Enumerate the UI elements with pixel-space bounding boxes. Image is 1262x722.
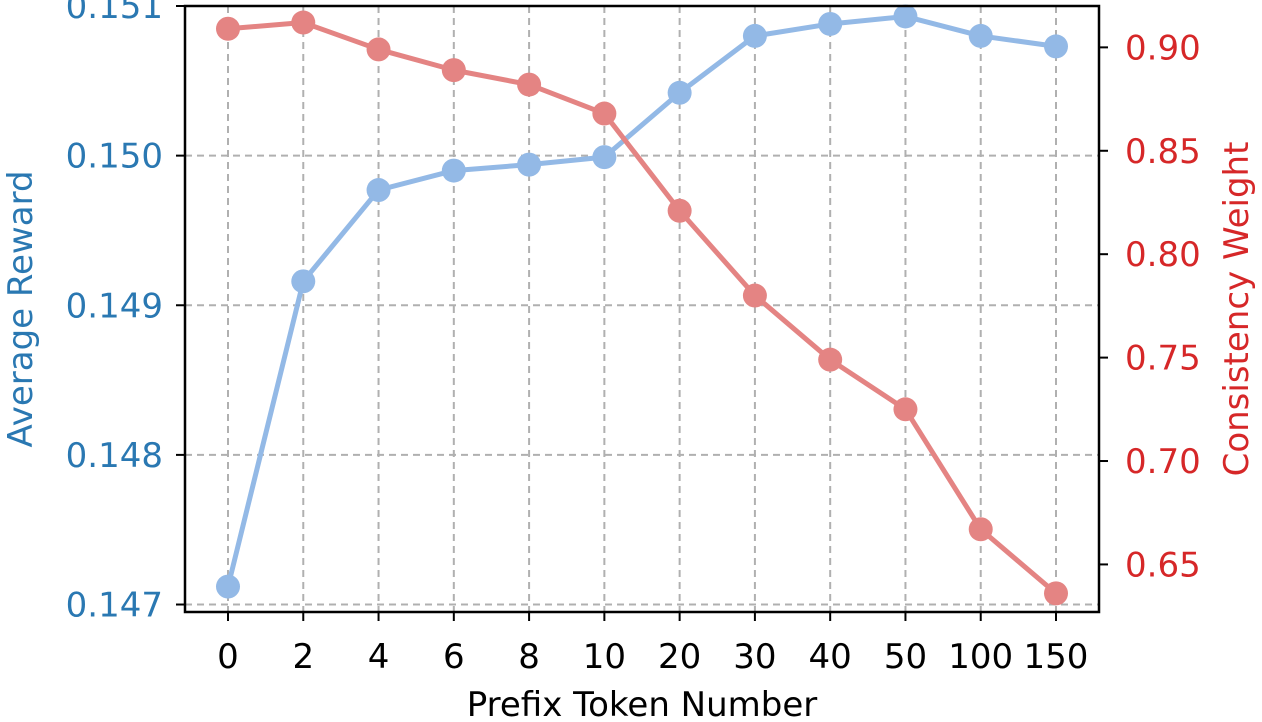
left-y-tick-label: 0.150: [66, 137, 163, 177]
x-tick-label: 10: [583, 637, 626, 677]
x-tick-label: 50: [884, 637, 927, 677]
consistency-data-point: [1044, 581, 1068, 606]
consistency-data-point: [441, 58, 466, 83]
x-tick-label: 2: [292, 637, 314, 677]
reward-data-point: [742, 23, 767, 48]
reward-data-point: [441, 158, 466, 183]
reward-data-point: [968, 23, 993, 48]
tick-layer: 0 2 4 6 8 10 20 30 40 50 100 150 0.147 0.148 0.149 0.15…: [66, 0, 1201, 677]
x-tick-label: 6: [443, 637, 465, 677]
consistency-data-point: [968, 517, 993, 542]
consistency-data-point: [818, 347, 843, 372]
reward-data-point: [818, 11, 843, 36]
series-layer: [216, 4, 1068, 606]
right-y-tick-label: 0.85: [1125, 132, 1201, 172]
left-y-tick-label: 0.151: [66, 0, 163, 27]
x-tick-label: 0: [217, 637, 239, 677]
reward-data-point: [517, 152, 542, 177]
right-y-axis-title: Consistency Weight: [1217, 142, 1257, 477]
consistency-data-point: [291, 10, 316, 35]
x-tick-label: 20: [658, 637, 701, 677]
x-tick-label: 4: [368, 637, 390, 677]
x-tick-label: 100: [948, 637, 1013, 677]
plot-frame: [183, 4, 1101, 614]
x-axis-title: Prefix Token Number: [467, 685, 818, 722]
right-y-tick-label: 0.80: [1125, 235, 1201, 275]
right-y-tick-label: 0.70: [1125, 442, 1201, 482]
reward-data-point: [366, 178, 391, 203]
reward-data-point: [216, 574, 240, 599]
x-tick-label: 8: [518, 637, 540, 677]
reward-data-point: [291, 269, 316, 294]
right-y-tick-label: 0.90: [1125, 28, 1201, 68]
reward-data-point: [667, 80, 692, 105]
right-y-tick-label: 0.75: [1125, 339, 1201, 379]
consistency-data-point: [742, 283, 767, 308]
x-tick-label: 150: [1024, 637, 1089, 677]
reward-series-line: [225, 13, 1057, 588]
consistency-data-point: [893, 397, 918, 422]
x-tick-label: 30: [733, 637, 776, 677]
right-y-tick-label: 0.65: [1125, 545, 1201, 585]
left-y-tick-label: 0.147: [66, 586, 163, 626]
consistency-series-line: [227, 20, 1058, 596]
consistency-data-point: [667, 198, 692, 223]
left-y-tick-label: 0.148: [66, 436, 163, 476]
left-y-tick-label: 0.149: [66, 286, 163, 326]
consistency-data-point: [517, 72, 542, 97]
consistency-data-point: [216, 16, 240, 41]
left-y-axis-title: Average Reward: [1, 170, 41, 447]
grid-layer: [185, 5, 1099, 612]
x-tick-label: 40: [809, 637, 852, 677]
reward-data-point: [1044, 34, 1068, 59]
consistency-data-point: [592, 101, 617, 126]
reward-data-point: [592, 145, 617, 170]
reward-data-point: [893, 4, 918, 29]
consistency-data-point: [366, 37, 391, 62]
